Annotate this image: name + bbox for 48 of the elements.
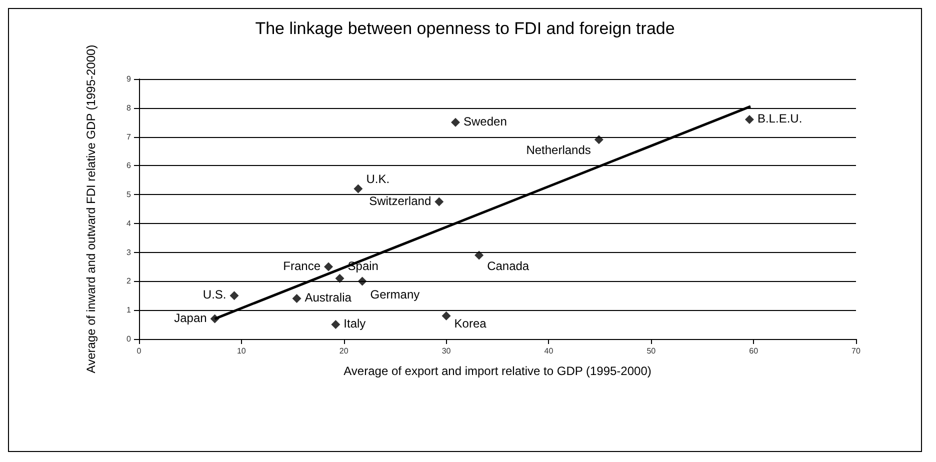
point <box>442 311 451 320</box>
y-tick-label: 9 <box>126 74 132 84</box>
x-tick-label: 40 <box>544 346 554 356</box>
point <box>335 274 344 283</box>
x-axis-title: Average of export and import relative to GDP (1995-2000) <box>344 364 652 378</box>
y-tick-label: 1 <box>126 306 132 315</box>
point <box>354 184 363 194</box>
point <box>230 291 239 300</box>
annotation: France <box>283 258 321 273</box>
point <box>358 276 367 286</box>
x-tick-label: 0 <box>136 346 142 356</box>
y-tick-label: 8 <box>126 103 132 112</box>
x-tick-label: 70 <box>852 346 861 356</box>
y-tick-label: 3 <box>126 248 132 257</box>
x-tick-label: 30 <box>442 346 452 356</box>
x-tick-label: 60 <box>749 346 759 356</box>
annotation: U.S. <box>202 288 226 302</box>
y-tick-label: 7 <box>126 132 132 142</box>
annotation: Canada <box>487 258 530 273</box>
y-tick-label: 5 <box>126 190 132 200</box>
annotation: Germany <box>370 288 420 302</box>
annotation: Japan <box>174 310 207 325</box>
annotation: U.K. <box>366 172 390 186</box>
annotation: Korea <box>454 316 487 331</box>
point <box>324 262 333 272</box>
point <box>594 135 604 144</box>
y-tick-label: 4 <box>126 218 132 228</box>
chart-title: The linkage between openness to FDI and foreign trade <box>255 19 675 38</box>
annotation: Italy <box>344 316 366 331</box>
y-tick-label: 6 <box>126 161 132 170</box>
point <box>434 197 444 206</box>
x-tick-label: 50 <box>646 346 656 356</box>
point <box>292 294 302 304</box>
y-tick-label: 2 <box>126 276 132 286</box>
y-axis-title: Average of inward and outward FDI relative GDP (1995-2000) <box>84 44 98 374</box>
annotation: B.L.E.U. <box>757 111 802 126</box>
annotation: Australia <box>304 290 352 305</box>
point <box>474 250 484 260</box>
point <box>210 314 220 324</box>
point <box>331 320 340 330</box>
annotation: Switzerland <box>369 194 432 208</box>
y-tick-label: 0 <box>126 334 132 344</box>
x-tick-label: 10 <box>236 346 246 356</box>
point <box>744 114 754 124</box>
annotation: Sweden <box>464 114 507 128</box>
point <box>451 118 460 127</box>
annotation: Netherlands <box>526 143 591 158</box>
x-tick-label: 20 <box>339 346 349 356</box>
